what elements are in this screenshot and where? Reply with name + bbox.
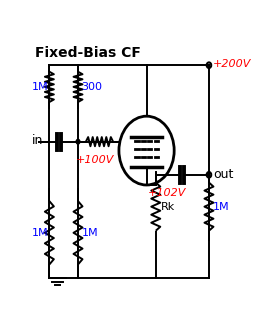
Text: +200V: +200V (213, 59, 251, 69)
Text: out: out (213, 168, 233, 181)
Text: Fixed-Bias CF: Fixed-Bias CF (35, 46, 141, 60)
Text: 300: 300 (81, 82, 102, 92)
Text: 1M: 1M (32, 228, 49, 238)
Text: +102V: +102V (148, 188, 186, 198)
Circle shape (76, 139, 80, 144)
Text: 1M: 1M (82, 228, 99, 238)
Text: +100V: +100V (76, 155, 114, 165)
Text: 1M: 1M (213, 202, 230, 212)
Text: in: in (32, 134, 43, 147)
Text: 1M: 1M (32, 82, 49, 92)
Text: Rk: Rk (161, 202, 175, 212)
